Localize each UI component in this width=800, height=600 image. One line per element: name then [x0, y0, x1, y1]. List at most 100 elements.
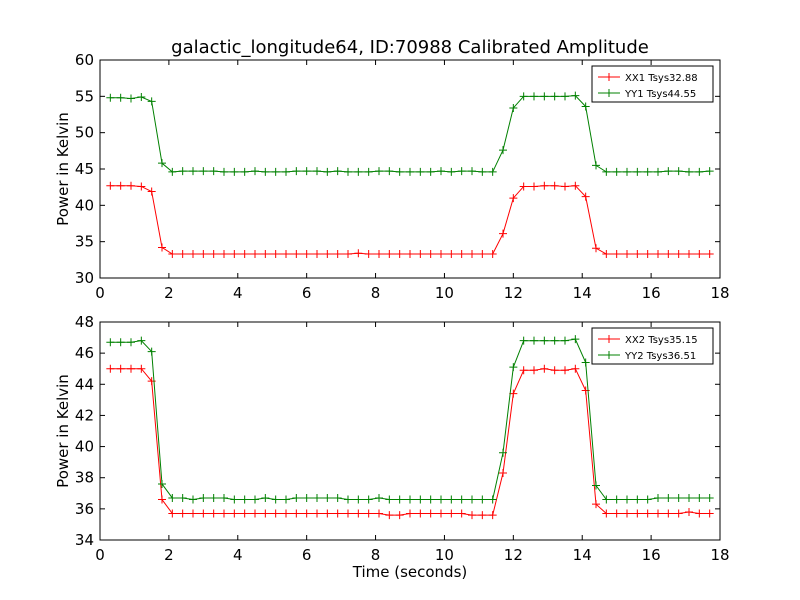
bottom-series-1-point: [561, 366, 569, 375]
top-series-1-point: [158, 243, 166, 252]
bottom-series-1-point: [695, 509, 704, 518]
bottom-series-1-point: [488, 511, 497, 520]
bottom-series-2-point: [375, 493, 383, 502]
bottom-series-1-point: [323, 509, 332, 518]
bottom-series-2-point: [540, 336, 549, 345]
top-series-2-point: [220, 167, 228, 176]
bottom-series-1-point: [406, 509, 414, 518]
bottom-y-tick-label: 38: [75, 469, 94, 487]
bottom-series-2-point: [674, 493, 683, 502]
top-series-1-point: [437, 250, 445, 259]
bottom-series-1-point: [251, 509, 259, 518]
bottom-series-2-point: [499, 448, 507, 457]
top-series-1-point: [674, 250, 683, 259]
bottom-series-2-point: [168, 493, 177, 502]
top-series-2-point: [519, 92, 528, 101]
top-series-1-point: [230, 250, 239, 259]
top-series-1-point: [292, 250, 301, 259]
top-legend-entry-2: YY1 Tsys44.55: [598, 89, 696, 100]
top-series-1-point: [643, 250, 652, 259]
bottom-series-1-point: [313, 509, 321, 518]
top-legend-label-1: XX1 Tsys32.88: [625, 73, 698, 84]
top-series-1-point: [468, 250, 476, 259]
bottom-series-1-point: [375, 509, 383, 518]
bottom-series-2-point: [592, 481, 600, 490]
bottom-series-1-point: [344, 509, 352, 518]
bottom-y-tick-label: 34: [75, 531, 94, 549]
bottom-series-2-point: [457, 495, 466, 504]
top-series-1-point: [499, 229, 507, 238]
bottom-series-1-point: [230, 509, 239, 518]
bottom-series-2-point: [271, 495, 280, 504]
top-series-2-point: [540, 92, 549, 101]
top-series-2-point: [571, 91, 580, 100]
bottom-x-axis-label: Time (seconds): [352, 563, 468, 581]
top-series-1-point: [530, 182, 538, 191]
bottom-series-2-point: [344, 495, 352, 504]
bottom-series-1-point: [116, 364, 125, 373]
bottom-series-2-point: [251, 495, 259, 504]
bottom-x-tick-label: 4: [233, 546, 243, 564]
top-series-2-point: [437, 167, 445, 176]
top-series-2-point: [478, 167, 487, 176]
top-legend-marker-2: [605, 89, 613, 97]
top-series-2-point: [447, 167, 456, 176]
top-series-2-point: [561, 92, 569, 101]
bottom-series-1-point: [550, 366, 559, 375]
top-y-tick-label: 40: [75, 196, 94, 214]
bottom-series-1-point: [519, 366, 528, 375]
top-series-2-point: [178, 167, 187, 176]
bottom-series-2-point: [571, 335, 580, 344]
top-series-1-point: [654, 250, 662, 259]
top-series-2-point: [106, 93, 115, 102]
bottom-series-2-point: [695, 493, 704, 502]
top-series-2-point: [344, 167, 352, 176]
bottom-series-2-point: [199, 493, 208, 502]
top-series-1-point: [395, 250, 404, 259]
chart-title: galactic_longitude64, ID:70988 Calibrate…: [171, 37, 649, 58]
top-series-2-point: [695, 167, 704, 176]
top-series-2-point: [623, 167, 631, 176]
top-series-2-point: [499, 146, 507, 155]
top-series-2-point: [468, 167, 476, 176]
top-legend-box: [591, 65, 714, 103]
bottom-series-2-point: [240, 495, 249, 504]
bottom-x-tick-label: 12: [504, 546, 523, 564]
top-series-1-point: [447, 250, 456, 259]
top-x-tick-label: 10: [435, 284, 454, 302]
top-series-1-point: [302, 250, 311, 259]
bottom-series-1-point: [478, 511, 487, 520]
top-series-2-point: [292, 167, 301, 176]
top-series-1-point: [333, 250, 342, 259]
bottom-series-2-point: [116, 338, 125, 347]
top-series-2-point: [189, 167, 197, 176]
bottom-series-2-point: [623, 495, 631, 504]
bottom-series-2-point: [364, 495, 373, 504]
bottom-series-2-point: [654, 493, 662, 502]
bottom-series-1-point: [395, 511, 404, 520]
top-series-2-point: [426, 167, 435, 176]
bottom-legend-label-2: YY2 Tsys36.51: [624, 351, 696, 362]
bottom-series-1: [106, 364, 714, 520]
top-y-tick-label: 55: [75, 87, 94, 105]
bottom-series-1-point: [623, 509, 631, 518]
bottom-series-2-point: [705, 493, 714, 502]
bottom-series-2-point: [282, 495, 290, 504]
bottom-series-1-point: [571, 364, 580, 373]
bottom-y-axis-label: Power in Kelvin: [54, 374, 72, 488]
bottom-series-1-point: [426, 509, 435, 518]
top-series-2-point: [364, 167, 373, 176]
top-x-tick-label: 2: [164, 284, 174, 302]
bottom-y-tick-label: 36: [75, 500, 94, 518]
top-series-2-point: [168, 167, 177, 176]
top-series-1-point: [127, 181, 135, 190]
bottom-y-tick-label: 42: [75, 406, 94, 424]
bottom-series-1-point: [302, 509, 311, 518]
bottom-series-2-point: [664, 493, 673, 502]
bottom-series-1-point: [530, 366, 538, 375]
bottom-legend-entry-2: YY2 Tsys36.51: [598, 351, 696, 362]
bottom-series-1-point: [220, 509, 228, 518]
top-x-tick-label: 4: [233, 284, 243, 302]
bottom-x-tick-label: 10: [435, 546, 454, 564]
